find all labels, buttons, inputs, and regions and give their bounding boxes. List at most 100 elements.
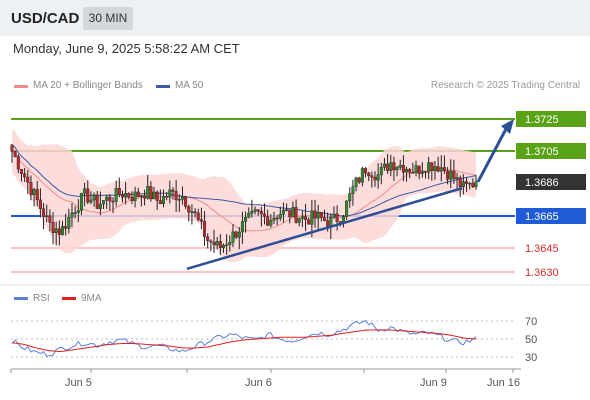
candle-body: [326, 220, 330, 227]
candle-body: [370, 175, 374, 178]
candle-body: [89, 199, 93, 203]
candle-body: [149, 186, 153, 200]
candle-body: [452, 170, 456, 179]
candle-body: [108, 196, 112, 202]
candle-body: [98, 203, 102, 209]
candle-body: [395, 167, 399, 171]
source-label: Research © 2025 Trading Central: [430, 80, 580, 91]
candle-body: [294, 207, 298, 223]
rsi-ma-line: [11, 329, 477, 353]
candle-body: [373, 176, 377, 181]
x-tick-label: Jun 9: [420, 377, 447, 389]
candle-body: [420, 171, 424, 174]
candle-body: [67, 216, 71, 229]
candle-body: [57, 228, 61, 235]
candle-body: [111, 200, 115, 203]
candle-body: [278, 213, 282, 219]
x-tick-label: Jun 6: [245, 377, 272, 389]
candle-body: [291, 207, 295, 218]
candle-body: [92, 194, 96, 201]
level-tag-1.3686: [516, 174, 586, 190]
candle-body: [455, 177, 459, 179]
candle-body: [411, 172, 415, 174]
candle-body: [95, 194, 99, 209]
candle-body: [139, 195, 143, 198]
rsi-line: [11, 319, 477, 357]
candle-body: [120, 194, 124, 198]
candle-body: [382, 163, 386, 168]
candle-body: [250, 211, 254, 214]
candle-body: [446, 170, 450, 180]
candle-body: [102, 200, 106, 205]
bollinger-band: [12, 128, 476, 263]
forecast-arrowhead: [501, 119, 514, 134]
candle-body: [61, 226, 65, 235]
candle-body: [259, 211, 263, 215]
rsi-level-label-70: 70: [525, 316, 537, 328]
rsi-level-label-30: 30: [525, 352, 537, 364]
timeframe-button[interactable]: 30 MIN: [83, 7, 133, 30]
candle-body: [281, 209, 285, 215]
candle-body: [468, 182, 472, 185]
candle-body: [234, 231, 238, 238]
candle-body: [471, 182, 475, 188]
candle-body: [196, 212, 200, 220]
candle-body: [38, 199, 42, 209]
candle-body: [26, 176, 30, 183]
forecast-arrow: [476, 126, 509, 183]
candle-body: [146, 186, 150, 199]
candle-body: [360, 168, 364, 183]
candle-body: [307, 219, 311, 225]
candle-body: [231, 231, 235, 243]
candle-body: [253, 209, 257, 212]
candle-body: [449, 170, 453, 180]
candle-body: [133, 191, 137, 201]
candle-body: [401, 165, 405, 173]
candle-body: [398, 165, 402, 168]
candle-body: [193, 211, 197, 214]
candle-body: [266, 216, 270, 226]
candle-body: [417, 165, 421, 174]
candle-body: [433, 166, 437, 171]
candle-body: [76, 210, 80, 213]
ma20-legend-label: MA 20 + Bollinger Bands: [33, 80, 143, 91]
candle-body: [19, 169, 23, 174]
symbol-label: USD/CAD: [11, 10, 80, 27]
candle-body: [465, 181, 469, 184]
candle-body: [351, 186, 355, 194]
candle-body: [430, 162, 434, 171]
candle-body: [458, 177, 462, 188]
candle-body: [54, 228, 58, 233]
candle-body: [357, 177, 361, 183]
level-label-1.3665: 1.3665: [525, 211, 559, 223]
ma9-legend-label: 9MA: [81, 293, 102, 304]
candle-body: [48, 215, 52, 223]
candle-body: [408, 169, 412, 173]
ma20-line: [11, 150, 477, 232]
level-label-1.3725: 1.3725: [525, 114, 559, 126]
candle-body: [199, 219, 203, 222]
candle-body: [165, 196, 169, 198]
ma50-line: [11, 144, 477, 217]
candle-body: [180, 196, 184, 200]
candle-body: [79, 193, 83, 211]
candle-body: [70, 212, 74, 218]
candle-body: [206, 236, 210, 242]
candle-body: [427, 162, 431, 173]
level-tag-1.3665: [516, 208, 586, 224]
candle-body: [215, 241, 219, 246]
candle-body: [32, 189, 36, 195]
candle-body: [228, 242, 232, 245]
candle-body: [322, 217, 326, 221]
candle-body: [272, 217, 276, 221]
candle-body: [162, 196, 166, 204]
candle-body: [313, 210, 317, 219]
candle-body: [143, 195, 147, 199]
candle-body: [83, 188, 87, 194]
candle-body: [386, 163, 390, 171]
candle-body: [319, 212, 323, 218]
candle-body: [209, 240, 213, 243]
candle-body: [461, 181, 465, 188]
candle-body: [304, 216, 308, 220]
